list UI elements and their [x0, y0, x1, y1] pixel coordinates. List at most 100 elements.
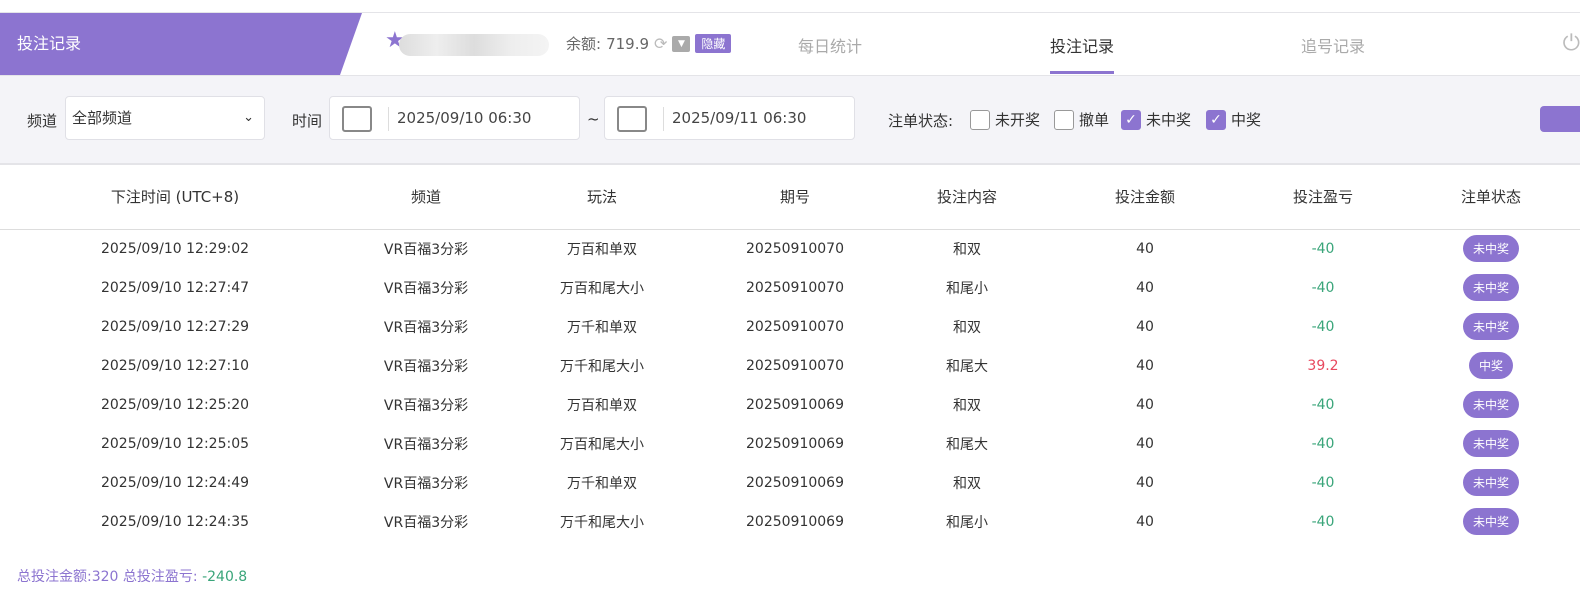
column-header: 投注金额 — [1046, 165, 1244, 230]
cell-text: 40 — [1136, 357, 1154, 374]
cell-text: 40 — [1136, 240, 1154, 257]
cell-text: 万千和单双 — [567, 475, 637, 492]
table-cell: 2025/09/10 12:25:20 — [0, 385, 350, 424]
status-checkbox-pending[interactable]: 未开奖 — [970, 109, 1040, 130]
checkbox[interactable] — [970, 109, 990, 130]
tab-chase-records[interactable]: 追号记录 — [1301, 37, 1366, 56]
channel-select[interactable]: 全部频道 ⌄ — [65, 96, 265, 140]
table-cell: VR百福3分彩 — [350, 229, 502, 268]
checkbox[interactable] — [1054, 109, 1074, 130]
table-cell: 20250910070 — [702, 307, 888, 346]
divider — [663, 107, 664, 131]
channel-label: 频道 — [27, 112, 58, 130]
table-cell: 40 — [1046, 502, 1244, 541]
table-cell: 万千和单双 — [502, 307, 702, 346]
cell-text: 和双 — [953, 319, 981, 336]
table-cell: 40 — [1046, 307, 1244, 346]
refresh-icon[interactable]: ⟳ — [654, 34, 668, 53]
checkbox-label: 未开奖 — [995, 111, 1041, 129]
profit-loss: -40 — [1311, 279, 1335, 296]
calendar-icon — [617, 106, 647, 132]
cell-text: 万百和尾大小 — [560, 436, 644, 453]
profit-loss: -40 — [1311, 513, 1335, 530]
hide-balance-button[interactable]: 隐藏 — [695, 34, 732, 53]
table-cell: 万百和尾大小 — [502, 424, 702, 463]
table-cell: 未中奖 — [1402, 424, 1580, 463]
cell-text: VR百福3分彩 — [383, 475, 469, 492]
header: ★ 余额: 719.9 ⟳ ▼ 隐藏 每日统计 投注记录 追号记录 ⏻ — [0, 13, 1580, 76]
table-cell: 万千和尾大小 — [502, 502, 702, 541]
table-cell: 40 — [1046, 385, 1244, 424]
table-cell: VR百福3分彩 — [350, 502, 502, 541]
table-cell: -40 — [1244, 385, 1402, 424]
cell-text: 20250910070 — [746, 240, 844, 257]
table-cell: 2025/09/10 12:27:10 — [0, 346, 350, 385]
profit-loss: -40 — [1311, 396, 1335, 413]
total-pl-value: -240.8 — [202, 569, 248, 585]
table-cell: 和双 — [888, 463, 1046, 502]
table-cell: 万千和单双 — [502, 463, 702, 502]
bet-records-table: 下注时间 (UTC+8) 频道 玩法 期号 投注内容 投注金额 投注盈亏 注单状态 2025/… — [0, 165, 1580, 541]
table-cell: -40 — [1244, 424, 1402, 463]
total-bet-label: 总投注金额: — [17, 569, 92, 585]
table-row: 2025/09/10 12:27:10 VR百福3分彩 万千和尾大小 20250910… — [0, 346, 1580, 385]
status-checkbox-won[interactable]: ✓ 中奖 — [1206, 109, 1261, 130]
filter-bar: 频道 全部频道 ⌄ 时间 2025/09/10 06:30 ~ 2025/09/1… — [0, 76, 1580, 165]
power-icon[interactable]: ⏻ — [1562, 31, 1580, 56]
tab-bet-records[interactable]: 投注记录 — [1050, 33, 1115, 74]
table-cell: 未中奖 — [1402, 463, 1580, 502]
table-cell: 未中奖 — [1402, 385, 1580, 424]
table-cell: 万千和尾大小 — [502, 346, 702, 385]
status-checkbox-lost[interactable]: ✓ 未中奖 — [1121, 109, 1191, 130]
status-badge: 未中奖 — [1462, 508, 1519, 535]
cell-text: 20250910069 — [746, 435, 844, 452]
table-cell: 39.2 — [1244, 346, 1402, 385]
table-row: 2025/09/10 12:27:47 VR百福3分彩 万百和尾大小 20250910… — [0, 268, 1580, 307]
table-cell: 2025/09/10 12:25:05 — [0, 424, 350, 463]
table-cell: 未中奖 — [1402, 268, 1580, 307]
cell-text: VR百福3分彩 — [383, 514, 469, 531]
table-cell: -40 — [1244, 268, 1402, 307]
table-cell: -40 — [1244, 463, 1402, 502]
cell-text: 2025/09/10 12:25:20 — [100, 396, 250, 413]
search-button[interactable] — [1540, 106, 1580, 132]
table-cell: 20250910069 — [702, 502, 888, 541]
table-cell: 40 — [1046, 424, 1244, 463]
cell-text: VR百福3分彩 — [383, 358, 469, 375]
balance: 余额: 719.9 ⟳ ▼ 隐藏 — [566, 33, 732, 54]
dropdown-icon[interactable]: ▼ — [672, 35, 691, 52]
table-cell: 和尾大 — [888, 424, 1046, 463]
table-cell: 20250910070 — [702, 268, 888, 307]
chevron-down-icon: ⌄ — [243, 110, 254, 125]
table-cell: 40 — [1046, 229, 1244, 268]
table-cell: 和尾大 — [888, 346, 1046, 385]
status-badge: 未中奖 — [1462, 313, 1519, 340]
table-cell: 和双 — [888, 229, 1046, 268]
checkbox-checked[interactable]: ✓ — [1206, 109, 1226, 130]
cell-text: 2025/09/10 12:29:02 — [100, 240, 250, 257]
cell-text: 和尾小 — [946, 280, 988, 297]
cell-text: 和双 — [953, 397, 981, 414]
time-label: 时间 — [292, 112, 323, 130]
checkbox-checked[interactable]: ✓ — [1121, 109, 1141, 130]
end-date-input[interactable]: 2025/09/11 06:30 — [604, 96, 855, 140]
username-blurred — [399, 34, 549, 56]
table-cell: VR百福3分彩 — [350, 346, 502, 385]
cell-text: 和尾小 — [946, 514, 988, 531]
table-cell: 20250910070 — [702, 346, 888, 385]
table-cell: -40 — [1244, 229, 1402, 268]
start-date-input[interactable]: 2025/09/10 06:30 — [329, 96, 580, 140]
table-cell: 未中奖 — [1402, 307, 1580, 346]
cell-text: 2025/09/10 12:24:49 — [100, 474, 250, 491]
table-cell: 万百和单双 — [502, 229, 702, 268]
cell-text: 2025/09/10 12:25:05 — [100, 435, 250, 452]
table-cell: 2025/09/10 12:24:35 — [0, 502, 350, 541]
table-cell: 2025/09/10 12:27:29 — [0, 307, 350, 346]
table-cell: 20250910069 — [702, 463, 888, 502]
table-cell: 和双 — [888, 385, 1046, 424]
end-date-value: 2025/09/11 06:30 — [672, 109, 807, 127]
table-cell: 和尾小 — [888, 268, 1046, 307]
status-checkbox-cancelled[interactable]: 撤单 — [1054, 109, 1109, 130]
tab-daily-stats[interactable]: 每日统计 — [798, 37, 863, 56]
cell-text: 万千和尾大小 — [560, 358, 644, 375]
